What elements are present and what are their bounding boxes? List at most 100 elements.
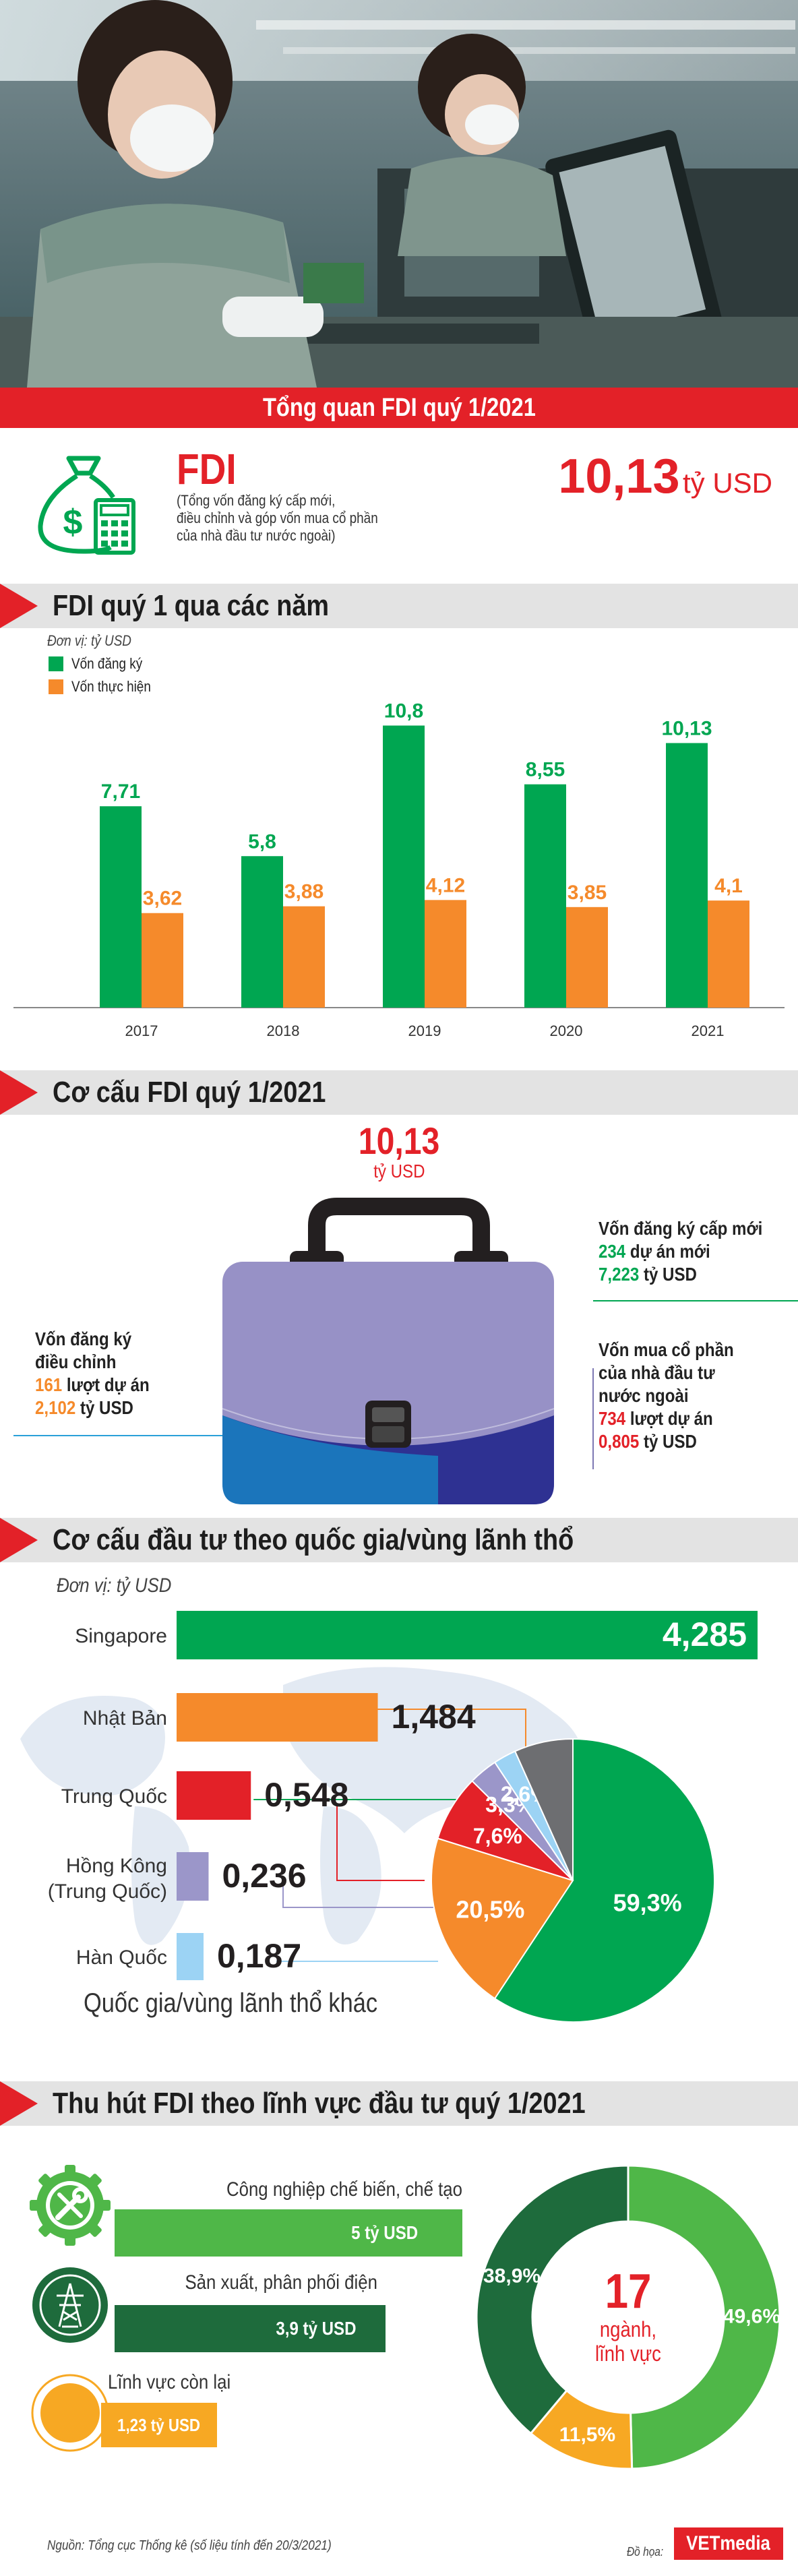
summary-description: (Tổng vốn đăng ký cấp mới, điều chỉnh và… [177, 492, 378, 544]
donut-center-number: 17 [605, 2265, 652, 2319]
country-label-2-0: Trung Quốc [61, 1785, 167, 1808]
sector-bar-0 [115, 2209, 462, 2257]
structure-shares: Vốn mua cổ phần của nhà đầu tư nước ngoà… [598, 1339, 734, 1452]
country-bar-1 [177, 1693, 378, 1742]
country-bar-pie-chart: Singapore 4,285 Nhật Bản 1,484 Trung Quốc 0,5… [48, 1611, 758, 2023]
pie-slice-1 [431, 1837, 574, 2000]
legend-label-registered: Vốn đăng ký [71, 655, 143, 672]
x-tick-2021: 2021 [692, 1022, 725, 1039]
sector-value-2: 1,23 tỷ USD [117, 2415, 201, 2435]
x-tick-2018: 2018 [267, 1022, 300, 1039]
country-bar-4 [177, 1933, 204, 1980]
country-label-4-0: Hàn Quốc [76, 1946, 167, 1969]
x-tick-2019: 2019 [408, 1022, 441, 1039]
sector-value-1: 3,9 tỷ USD [275, 2318, 356, 2339]
country-bar-3 [177, 1852, 209, 1901]
yearly-bar-chart: 7,71 3,62 2017 5,8 3,88 2018 10,8 4,12 2019 8,55 3… [13, 700, 785, 1039]
bar-label-registered-2017: 7,71 [101, 780, 140, 803]
legend-swatch-registered [49, 656, 63, 671]
bar-label-disbursed-2019: 4,12 [426, 874, 465, 896]
section-header-sector: Thu hút FDI theo lĩnh vực đầu tư quý 1/2… [0, 2081, 798, 2126]
money-bag-calculator-icon: $ [30, 450, 137, 558]
bar-label-disbursed-2020: 3,85 [567, 882, 607, 904]
country-value-4: 0,187 [217, 1937, 301, 1975]
country-bar-2 [177, 1771, 251, 1820]
country-label-3-1: (Trung Quốc) [48, 1880, 167, 1903]
svg-text:$: $ [63, 503, 83, 542]
section-header-country: Cơ cấu đầu tư theo quốc gia/vùng lãnh th… [0, 1518, 798, 1562]
section-header-structure: Cơ cấu FDI quý 1/2021 [0, 1070, 798, 1115]
sector-label-0: Công nghiệp chế biến, chế tạo [226, 2178, 462, 2201]
country-label-3-0: Hồng Kông [66, 1855, 167, 1877]
circle-icon [30, 2372, 111, 2453]
sector-label-2: Lĩnh vực còn lại [108, 2371, 231, 2393]
pie-other-label: Quốc gia/vùng lãnh thổ khác [84, 1988, 378, 2018]
section-header-yearly: FDI quý 1 qua các năm [0, 584, 798, 628]
connector-line-3 [282, 1880, 435, 1908]
footer-brand-logo: VETmedia [674, 2527, 783, 2560]
summary-total: 10,13 tỷ USD [558, 450, 772, 503]
country-label-0-0: Singapore [75, 1625, 167, 1647]
bar-disbursed-2020 [566, 907, 608, 1008]
chart2-unit: Đơn vị: tỷ USD [57, 1574, 172, 1597]
pie-slice-2 [437, 1780, 574, 1881]
footer-source: Nguồn: Tổng cục Thống kê (số liệu tính đ… [47, 2538, 332, 2553]
sector-donut-chart: 49,6% 11,5% 38,9% [475, 2164, 781, 2470]
pie-label-1: 20,5% [456, 1896, 524, 1924]
structure-total-unit: tỷ USD [373, 1161, 425, 1182]
bar-registered-2020 [524, 784, 566, 1008]
power-tower-icon [30, 2265, 111, 2345]
pie-slice-0 [493, 1738, 715, 2023]
chart1-legend: Vốn đăng ký Vốn thực hiện [49, 652, 164, 698]
pie-slice-5 [514, 1738, 574, 1881]
donut-label-1: 38,9% [483, 2265, 541, 2287]
country-value-3: 0,236 [222, 1857, 306, 1895]
bar-disbursed-2021 [708, 900, 749, 1008]
donut-center-text: ngành, lĩnh vực [595, 2317, 661, 2366]
footer-credit-label: Đồ họa: [627, 2545, 664, 2558]
structure-adjusted: Vốn đăng ký điều chỉnh 161 lượt dự án 2,… [35, 1328, 150, 1418]
hero-photo [0, 0, 798, 388]
legend-label-disbursed: Vốn thực hiện [71, 678, 151, 695]
bar-label-disbursed-2018: 3,88 [284, 881, 324, 903]
donut-label-2: 11,5% [559, 2424, 615, 2446]
donut-slice-1 [475, 2164, 630, 2435]
country-value-0: 4,285 [663, 1616, 747, 1653]
bar-registered-2021 [666, 743, 708, 1008]
bar-disbursed-2018 [283, 906, 325, 1008]
chart1-unit: Đơn vị: tỷ USD [47, 632, 131, 649]
bar-registered-2019 [383, 725, 425, 1008]
x-tick-2020: 2020 [550, 1022, 583, 1039]
connector-line-2 [336, 1806, 425, 1881]
bar-label-registered-2019: 10,8 [384, 700, 423, 723]
donut-slice-0 [627, 2164, 781, 2470]
bar-registered-2017 [100, 806, 142, 1008]
bar-label-registered-2018: 5,8 [248, 830, 276, 853]
sector-label-1: Sản xuất, phân phối điện [185, 2271, 377, 2294]
sector-bar-1 [115, 2305, 386, 2352]
donut-label-0: 49,6% [723, 2306, 780, 2328]
gear-wrench-icon [30, 2165, 111, 2246]
bar-disbursed-2017 [142, 913, 183, 1008]
banner-title: Tổng quan FDI quý 1/2021 [0, 388, 798, 428]
bar-disbursed-2019 [425, 900, 466, 1008]
sector-bar-2 [101, 2403, 217, 2447]
structure-total-value: 10,13 [358, 1120, 440, 1162]
summary-label: FDI [177, 445, 237, 493]
country-label-1-0: Nhật Bản [83, 1707, 167, 1729]
bar-label-disbursed-2021: 4,1 [714, 875, 743, 897]
country-value-2: 0,548 [264, 1776, 348, 1814]
country-value-1: 1,484 [392, 1698, 476, 1736]
x-tick-2017: 2017 [125, 1022, 158, 1039]
structure-new: Vốn đăng ký cấp mới 234 dự án mới 7,223 … [598, 1218, 763, 1285]
bar-label-registered-2020: 8,55 [526, 759, 565, 781]
briefcase-graphic [0, 1186, 798, 1513]
pie-label-2: 7,6% [473, 1824, 522, 1848]
legend-swatch-disbursed [49, 679, 63, 694]
bar-label-registered-2021: 10,13 [661, 717, 712, 739]
bar-registered-2018 [241, 856, 283, 1008]
country-bar-0 [177, 1611, 758, 1659]
sector-value-0: 5 tỷ USD [350, 2222, 418, 2243]
pie-label-0: 59,3% [613, 1889, 682, 1916]
bar-label-disbursed-2017: 3,62 [143, 888, 182, 910]
